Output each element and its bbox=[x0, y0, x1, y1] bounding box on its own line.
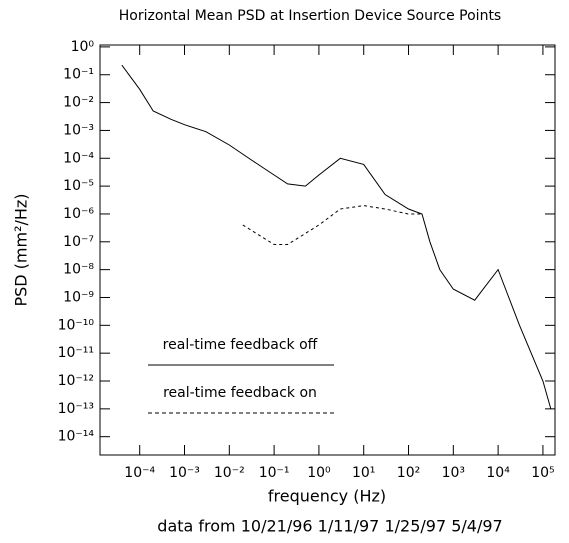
x-tick-label: 10⁴ bbox=[486, 465, 510, 481]
x-tick-label: 10⁰ bbox=[307, 465, 331, 481]
chart-title: Horizontal Mean PSD at Insertion Device … bbox=[119, 8, 501, 24]
y-tick-label: 10⁻¹³ bbox=[58, 401, 94, 417]
y-tick-label: 10⁻¹⁰ bbox=[58, 317, 95, 333]
y-tick-label: 10⁻⁸ bbox=[63, 262, 94, 278]
y-tick-label: 10⁻¹² bbox=[58, 373, 94, 389]
legend-label: real-time feedback off bbox=[163, 337, 318, 353]
y-tick-label: 10⁻⁶ bbox=[63, 206, 94, 222]
series-line bbox=[121, 64, 552, 409]
plot-frame bbox=[99, 44, 556, 456]
x-tick-label: 10⁻³ bbox=[169, 465, 200, 481]
x-axis-label: frequency (Hz) bbox=[268, 487, 386, 506]
series-line bbox=[242, 205, 422, 245]
y-axis-label: PSD (mm²/Hz) bbox=[12, 193, 31, 306]
y-tick-label: 10⁻⁹ bbox=[63, 289, 94, 305]
x-tick-label: 10² bbox=[397, 465, 420, 481]
x-tick-label: 10⁵ bbox=[531, 465, 554, 481]
legend-label: real-time feedback on bbox=[163, 385, 317, 401]
x-tick-label: 10³ bbox=[442, 465, 465, 481]
x-tick-label: 10⁻¹ bbox=[259, 465, 290, 481]
y-tick-label: 10⁻¹ bbox=[63, 67, 94, 83]
y-tick-label: 10⁻⁵ bbox=[63, 178, 94, 194]
y-tick-label: 10⁻⁴ bbox=[63, 150, 94, 166]
y-tick-label: 10⁻¹⁴ bbox=[58, 429, 95, 445]
footer: data from 10/21/96 1/11/97 1/25/97 5/4/9… bbox=[157, 517, 502, 536]
x-tick-label: 10⁻⁴ bbox=[124, 465, 155, 481]
y-tick-label: 10⁻² bbox=[63, 95, 94, 111]
y-tick-label: 10⁻³ bbox=[63, 122, 94, 138]
y-tick-label: 10⁻⁷ bbox=[63, 234, 94, 250]
x-tick-label: 10⁻² bbox=[214, 465, 245, 481]
y-tick-label: 10⁰ bbox=[71, 39, 95, 55]
y-tick-label: 10⁻¹¹ bbox=[58, 345, 94, 361]
x-tick-label: 10¹ bbox=[352, 465, 375, 481]
